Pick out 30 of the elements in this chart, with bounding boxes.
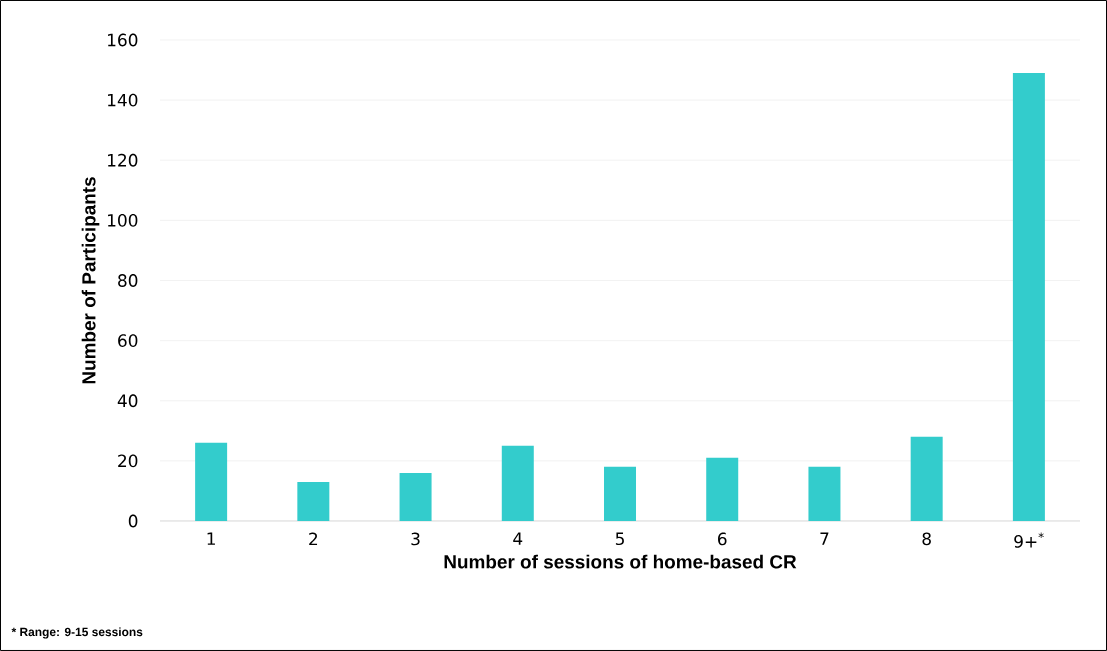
x-tick-label: 2 — [309, 532, 318, 546]
bar — [297, 481, 330, 521]
y-tick-label: 60 — [118, 334, 138, 348]
x-tick-label: 3 — [411, 532, 420, 546]
y-tick-label: 120 — [108, 153, 138, 167]
x-axis-title: Number of sessions of home-based CR — [444, 554, 797, 569]
text: * Range: 9-15 sessions — [11, 627, 143, 639]
bar — [808, 466, 841, 521]
y-tick-label: 40 — [117, 394, 138, 408]
y-tick-label: 160 — [108, 33, 138, 47]
y-tick-label: 0 — [128, 514, 138, 528]
x-tick-label: 7 — [820, 532, 829, 545]
bar — [910, 436, 943, 521]
bar — [399, 472, 432, 521]
bar — [706, 457, 739, 521]
x-tick-label: 8 — [922, 532, 931, 546]
bar — [501, 445, 534, 521]
x-tick-label: 5 — [615, 532, 624, 546]
y-tick-label: 140 — [108, 93, 138, 107]
x-tick-label: 9+$^{*}$ — [1014, 532, 1044, 548]
bar — [1012, 73, 1045, 521]
bar — [604, 466, 637, 521]
x-tick-label: 6 — [718, 532, 727, 546]
x-tick-label: 4 — [513, 532, 523, 545]
x-tick-label: 1 — [207, 532, 215, 545]
y-tick-label: 100 — [108, 213, 138, 227]
y-tick-label: 80 — [118, 274, 138, 287]
bar — [195, 442, 228, 521]
y-axis-title: Number of Participants — [81, 177, 100, 384]
y-tick-label: 20 — [118, 454, 138, 468]
